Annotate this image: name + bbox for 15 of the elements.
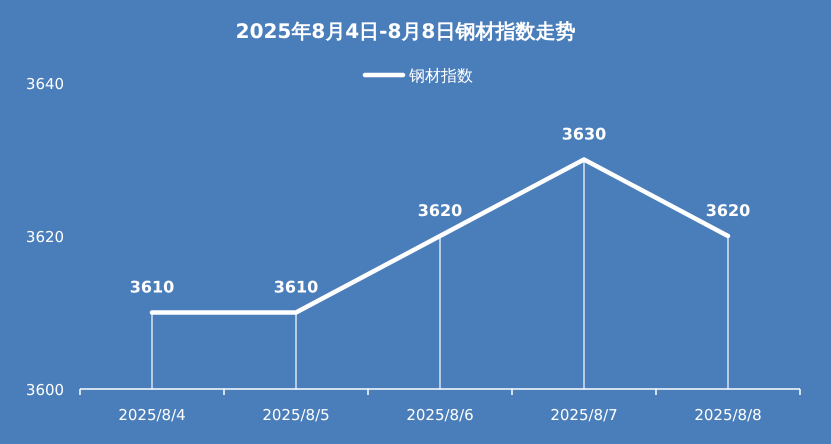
data-label: 3630 [562, 124, 606, 144]
data-label: 3610 [130, 278, 174, 296]
chart-title: 2025年8月4日-8月8日钢材指数走势 [236, 19, 576, 43]
legend-label: 钢材指数 [408, 66, 473, 85]
x-tick-label: 2025/8/8 [694, 406, 762, 424]
data-label: 3610 [274, 278, 318, 296]
x-tick-label: 2025/8/5 [262, 406, 330, 424]
y-tick-label: 3600 [26, 381, 64, 399]
x-tick-label: 2025/8/7 [550, 406, 618, 424]
x-tick-label: 2025/8/4 [118, 406, 186, 424]
y-tick-label: 3640 [26, 75, 64, 93]
data-label: 3620 [418, 201, 462, 220]
y-tick-label: 3620 [26, 228, 64, 246]
data-label: 3620 [706, 201, 750, 220]
x-tick-label: 2025/8/6 [406, 406, 474, 424]
